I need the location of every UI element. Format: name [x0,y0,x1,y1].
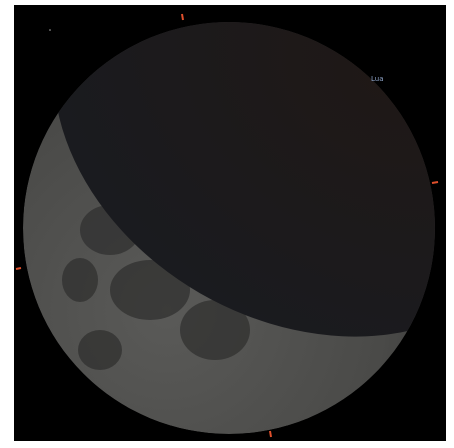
compass-markers [15,13,439,438]
marker-left [15,267,22,270]
object-label: Lua [371,75,384,83]
marker-top [181,13,184,21]
moon-shadow [53,22,435,337]
star [49,29,51,31]
moon [23,22,435,434]
marker-bottom [269,430,272,438]
marker-right [431,181,439,184]
